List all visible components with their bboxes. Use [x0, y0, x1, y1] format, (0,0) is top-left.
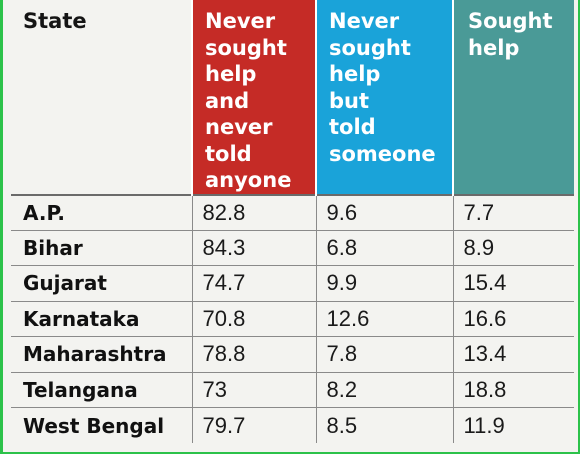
sought-help-cell: 13.4 — [452, 336, 574, 372]
header-never-sought-never-told: Never sought help and never told anyone — [191, 0, 316, 195]
sought-help-cell: 18.8 — [452, 371, 574, 408]
table-row: Maharashtra 78.8 7.8 13.4 — [11, 336, 574, 372]
never-sought-but-told-cell: 12.6 — [315, 300, 453, 337]
header-never-sought-but-told: Never sought help but told someone — [315, 0, 453, 195]
header-word: Never — [329, 9, 400, 33]
never-sought-never-told-cell: 74.7 — [191, 265, 316, 301]
header-word: told — [205, 141, 252, 166]
header-word: and — [205, 88, 250, 113]
never-sought-never-told-cell: 84.3 — [191, 229, 316, 266]
header-word: help — [468, 35, 520, 60]
sought-help-cell: 16.6 — [452, 300, 574, 337]
table-header: State Never sought help and never told anyone … — [11, 0, 574, 195]
never-sought-but-told-cell: 8.2 — [315, 371, 453, 408]
header-word: sought — [329, 35, 411, 60]
header-row: State Never sought help and never told anyone … — [11, 0, 574, 195]
sought-help-cell: 11.9 — [452, 407, 574, 443]
state-cell: Maharashtra — [11, 336, 192, 372]
header-word: State — [23, 9, 87, 33]
state-cell: Telangana — [11, 371, 192, 408]
header-sought-help: Sought help — [452, 0, 574, 195]
header-word: help — [205, 62, 257, 86]
state-cell: Gujarat — [11, 265, 192, 301]
never-sought-but-told-cell: 8.5 — [315, 407, 453, 443]
state-cell: Bihar — [11, 229, 192, 266]
header-word: but — [329, 88, 370, 113]
state-cell: A.P. — [11, 193, 192, 230]
never-sought-never-told-cell: 70.8 — [191, 300, 316, 337]
header-word: Sought — [468, 9, 553, 33]
never-sought-never-told-cell: 79.7 — [191, 407, 316, 443]
header-word: Never — [205, 9, 276, 33]
header-word: never — [205, 115, 273, 139]
state-cell: West Bengal — [11, 407, 192, 443]
never-sought-never-told-cell: 73 — [191, 371, 316, 408]
help-seeking-table: State Never sought help and never told anyone … — [11, 0, 574, 443]
header-word: anyone — [205, 168, 292, 192]
table-row: Gujarat 74.7 9.9 15.4 — [11, 265, 574, 301]
sought-help-cell: 15.4 — [452, 265, 574, 301]
never-sought-but-told-cell: 7.8 — [315, 336, 453, 372]
table-row: West Bengal 79.7 8.5 11.9 — [11, 407, 574, 443]
table-row: A.P. 82.8 9.6 7.7 — [11, 193, 574, 230]
header-word: someone — [329, 141, 436, 166]
table-row: Telangana 73 8.2 18.8 — [11, 371, 574, 408]
state-cell: Karnataka — [11, 300, 192, 337]
never-sought-never-told-cell: 78.8 — [191, 336, 316, 372]
header-word: help — [329, 62, 381, 86]
never-sought-never-told-cell: 82.8 — [191, 193, 316, 230]
table-body: A.P. 82.8 9.6 7.7 Bihar 84.3 6.8 8.9 Gujarat 74.7… — [11, 193, 574, 443]
sought-help-cell: 7.7 — [452, 193, 574, 230]
never-sought-but-told-cell: 9.6 — [315, 193, 453, 230]
never-sought-but-told-cell: 9.9 — [315, 265, 453, 301]
header-state: State — [11, 0, 192, 195]
table-row: Karnataka 70.8 12.6 16.6 — [11, 300, 574, 337]
sought-help-cell: 8.9 — [452, 229, 574, 266]
header-word: sought — [205, 35, 287, 60]
never-sought-but-told-cell: 6.8 — [315, 229, 453, 266]
header-word: told — [329, 115, 376, 139]
table-row: Bihar 84.3 6.8 8.9 — [11, 229, 574, 266]
